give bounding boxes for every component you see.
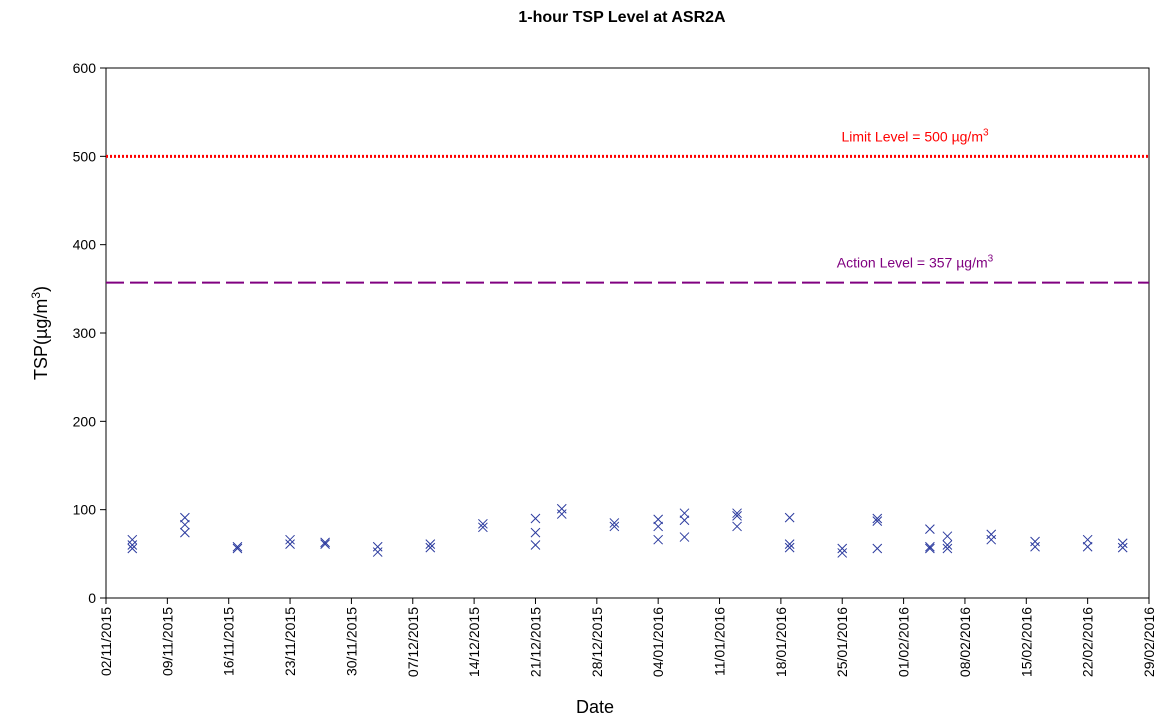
data-point	[372, 541, 383, 552]
data-point	[372, 547, 383, 557]
data-point	[425, 539, 436, 549]
data-point	[732, 510, 742, 521]
data-point	[872, 513, 883, 524]
data-point	[556, 509, 567, 519]
data-point	[942, 543, 953, 554]
x-tick-label: 11/01/2016	[712, 607, 728, 676]
data-point	[732, 508, 742, 519]
data-point	[530, 513, 541, 524]
data-point	[1030, 536, 1040, 547]
data-point	[837, 548, 848, 558]
x-tick-label: 28/12/2015	[589, 607, 605, 677]
data-point	[320, 539, 330, 549]
x-tick-label: 21/12/2015	[527, 607, 543, 677]
x-tick-label: 23/11/2015	[282, 607, 298, 676]
data-point	[478, 522, 488, 533]
y-tick-label: 500	[73, 148, 97, 164]
data-point	[942, 540, 953, 550]
data-point	[872, 516, 883, 527]
x-tick-label: 09/11/2015	[159, 607, 175, 676]
data-point	[232, 541, 243, 552]
x-tick-label: 04/01/2016	[650, 607, 666, 677]
x-tick-label: 16/11/2015	[221, 607, 237, 676]
data-point	[986, 534, 997, 545]
data-point	[925, 524, 935, 534]
y-axis-label: TSP(µg/m3)	[29, 286, 51, 380]
y-axis: 0 100 200 300 400 500 600	[73, 60, 106, 606]
data-point	[1117, 538, 1128, 549]
data-point	[127, 534, 138, 545]
data-point	[285, 539, 295, 549]
data-point	[180, 512, 190, 523]
data-point	[127, 543, 138, 554]
y-tick-label: 100	[73, 502, 97, 518]
data-point	[1082, 534, 1093, 545]
x-tick-label: 07/12/2015	[405, 607, 421, 677]
data-point	[679, 532, 690, 542]
data-point	[942, 531, 953, 542]
reference-line-label: Action Level = 357 µg/m3	[837, 254, 994, 271]
data-point	[679, 515, 690, 526]
data-points	[127, 503, 1128, 558]
x-axis-label: Date	[576, 697, 614, 717]
data-point	[609, 521, 620, 532]
data-point	[127, 540, 138, 550]
y-tick-label: 0	[88, 590, 96, 606]
data-point	[872, 543, 883, 554]
data-point	[679, 508, 690, 519]
data-point	[609, 518, 620, 528]
y-tick-label: 300	[73, 325, 97, 341]
data-point	[653, 534, 664, 545]
reference-line-label: Limit Level = 500 µg/m3	[841, 127, 989, 144]
data-point	[837, 543, 848, 554]
data-point	[556, 503, 567, 514]
x-tick-label: 30/11/2015	[343, 607, 359, 676]
data-point	[653, 514, 664, 525]
data-point	[425, 542, 436, 553]
data-point	[320, 537, 330, 548]
reference-lines: Limit Level = 500 µg/m3 Action Level = 35…	[106, 127, 1149, 284]
x-tick-label: 22/02/2016	[1080, 607, 1096, 677]
data-point	[732, 521, 742, 532]
x-tick-label: 25/01/2016	[834, 607, 850, 677]
data-point	[530, 540, 541, 550]
data-point	[180, 527, 190, 538]
x-tick-label: 14/12/2015	[466, 607, 482, 677]
data-point	[986, 529, 997, 540]
data-point	[530, 527, 541, 538]
x-tick-label: 29/02/2016	[1141, 607, 1157, 677]
data-point	[925, 541, 935, 552]
data-point	[1030, 541, 1040, 552]
x-tick-label: 15/02/2016	[1018, 607, 1034, 677]
y-tick-label: 600	[73, 60, 97, 76]
plot-area	[105, 67, 1150, 599]
data-point	[478, 518, 488, 529]
x-axis: 02/11/2015 09/11/2015 16/11/2015 23/11/2015…	[98, 598, 1157, 677]
data-point	[1117, 542, 1128, 553]
data-point	[653, 521, 664, 532]
x-tick-label: 08/02/2016	[957, 607, 973, 677]
y-tick-label: 200	[73, 413, 97, 429]
data-point	[232, 543, 243, 554]
data-point	[784, 539, 795, 549]
x-tick-label: 18/01/2016	[773, 607, 789, 677]
data-point	[285, 534, 295, 545]
data-point	[784, 542, 795, 553]
chart-title: 1-hour TSP Level at ASR2A	[518, 9, 726, 26]
y-tick-label: 400	[73, 237, 97, 253]
data-point	[784, 512, 795, 523]
data-point	[180, 519, 190, 530]
data-point	[925, 543, 935, 554]
x-tick-label: 01/02/2016	[896, 607, 912, 677]
x-tick-label: 02/11/2015	[98, 607, 114, 676]
data-point	[1082, 541, 1093, 552]
